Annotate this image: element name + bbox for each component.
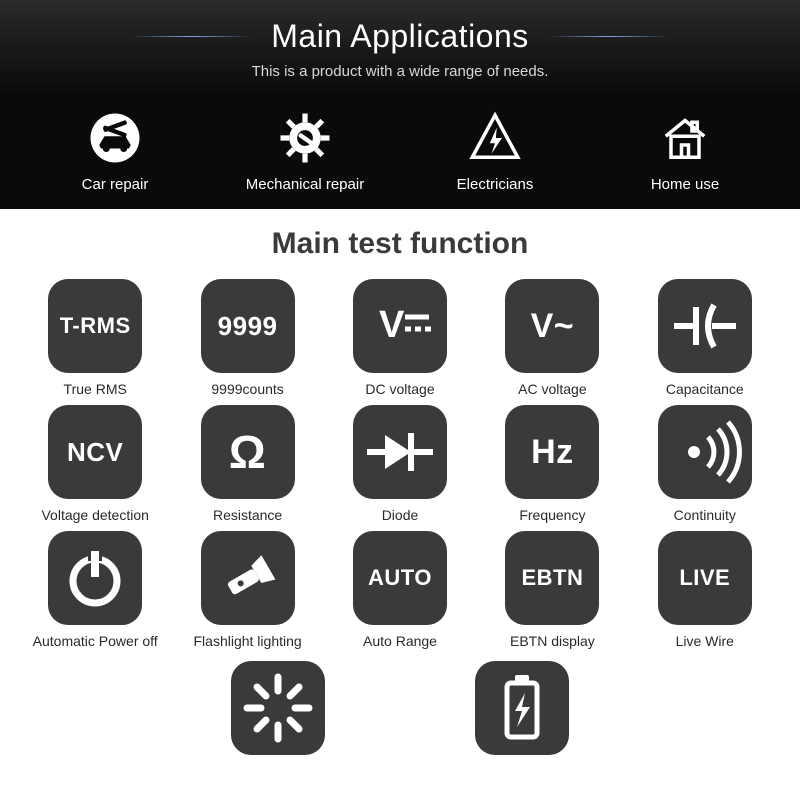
- tile-text: EBTN: [521, 565, 583, 591]
- tile-label: Auto Range: [363, 633, 437, 649]
- tile-label: DC voltage: [365, 381, 434, 397]
- battery-icon: [475, 661, 569, 755]
- tile-label: EBTN display: [510, 633, 595, 649]
- app-car-repair: Car repair: [30, 108, 200, 193]
- tile-live-wire: LIVE Live Wire: [634, 531, 776, 649]
- tile-9999-counts: 9999 9999counts: [176, 279, 318, 397]
- app-label: Car repair: [82, 176, 149, 193]
- app-label: Home use: [651, 176, 719, 193]
- tile-backlight: [231, 661, 325, 755]
- tile-text: NCV: [67, 437, 123, 468]
- tile-continuity: Continuity: [634, 405, 776, 523]
- tile-label: Resistance: [213, 507, 282, 523]
- diode-icon: [353, 405, 447, 499]
- house-icon: [655, 108, 715, 168]
- tile-label: AC voltage: [518, 381, 586, 397]
- tile-frequency: Hz Frequency: [481, 405, 623, 523]
- rule-right: [549, 36, 669, 37]
- rule-left: [131, 36, 251, 37]
- tile-text: AUTO: [368, 565, 432, 591]
- header-banner: Main Applications This is a product with…: [0, 0, 800, 94]
- header-subtitle: This is a product with a wide range of n…: [0, 63, 800, 80]
- tile-label: Diode: [382, 507, 419, 523]
- tile-text: T-RMS: [60, 313, 131, 339]
- test-functions-grid: T-RMS True RMS 9999 9999counts V DC volt…: [0, 279, 800, 649]
- tile-label: Voltage detection: [41, 507, 148, 523]
- tile-label: Continuity: [674, 507, 736, 523]
- app-home-use: Home use: [600, 108, 770, 193]
- dc-voltage-icon: V: [353, 279, 447, 373]
- tile-ebtn: EBTN EBTN display: [481, 531, 623, 649]
- app-label: Electricians: [457, 176, 534, 193]
- tile-label: True RMS: [64, 381, 127, 397]
- tile-label: Capacitance: [666, 381, 744, 397]
- tile-text: V~: [531, 307, 575, 346]
- app-label: Mechanical repair: [246, 176, 364, 193]
- tile-auto-range: AUTO Auto Range: [329, 531, 471, 649]
- tile-flashlight: Flashlight lighting: [176, 531, 318, 649]
- tile-text: LIVE: [679, 565, 730, 591]
- flashlight-icon: [201, 531, 295, 625]
- tile-label: 9999counts: [211, 381, 283, 397]
- bolt-triangle-icon: [465, 108, 525, 168]
- svg-text:V: V: [379, 304, 405, 346]
- continuity-icon: [658, 405, 752, 499]
- test-functions-row4: [0, 661, 800, 755]
- tile-label: Flashlight lighting: [194, 633, 302, 649]
- tile-text: 9999: [218, 311, 278, 342]
- tile-capacitance: Capacitance: [634, 279, 776, 397]
- header-title: Main Applications: [271, 18, 529, 55]
- tile-battery: [475, 661, 569, 755]
- power-icon: [48, 531, 142, 625]
- tile-true-rms: T-RMS True RMS: [24, 279, 166, 397]
- tile-auto-power-off: Automatic Power off: [24, 531, 166, 649]
- test-functions-title: Main test function: [0, 227, 800, 261]
- tile-label: Frequency: [519, 507, 585, 523]
- tile-ncv: NCV Voltage detection: [24, 405, 166, 523]
- tile-diode: Diode: [329, 405, 471, 523]
- tile-dc-voltage: V DC voltage: [329, 279, 471, 397]
- backlight-icon: [231, 661, 325, 755]
- gear-icon: [275, 108, 335, 168]
- tile-label: Live Wire: [676, 633, 734, 649]
- car-wrench-icon: [85, 108, 145, 168]
- applications-row: Car repair Mechanical repair: [0, 94, 800, 209]
- tile-ac-voltage: V~ AC voltage: [481, 279, 623, 397]
- capacitor-icon: [658, 279, 752, 373]
- tile-label: Automatic Power off: [33, 633, 158, 649]
- tile-text: Hz: [531, 433, 574, 472]
- tile-resistance: Ω Resistance: [176, 405, 318, 523]
- omega-icon: Ω: [229, 425, 266, 479]
- app-mechanical-repair: Mechanical repair: [220, 108, 390, 193]
- app-electricians: Electricians: [410, 108, 580, 193]
